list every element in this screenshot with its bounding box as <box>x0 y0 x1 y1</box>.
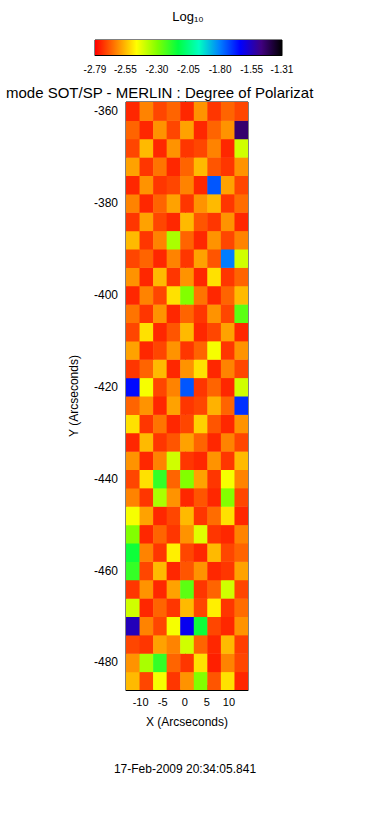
svg-text:-1.55: -1.55 <box>240 64 263 75</box>
svg-text:-400: -400 <box>94 288 118 302</box>
svg-text:-440: -440 <box>94 472 118 486</box>
svg-text:10: 10 <box>223 696 235 708</box>
svg-text:mode SOT/SP - MERLIN : Degree: mode SOT/SP - MERLIN : Degree of Polariz… <box>6 84 314 101</box>
svg-text:-380: -380 <box>94 196 118 210</box>
svg-text:-2.79: -2.79 <box>84 64 107 75</box>
svg-text:-2.30: -2.30 <box>146 64 169 75</box>
svg-text:-480: -480 <box>94 655 118 669</box>
svg-text:-460: -460 <box>94 564 118 578</box>
svg-text:5: 5 <box>204 696 210 708</box>
svg-text:-2.55: -2.55 <box>114 64 137 75</box>
svg-text:Log₁₀: Log₁₀ <box>172 9 203 24</box>
svg-text:-420: -420 <box>94 380 118 394</box>
svg-text:-1.80: -1.80 <box>209 64 232 75</box>
svg-text:17-Feb-2009 20:34:05.841: 17-Feb-2009 20:34:05.841 <box>114 762 256 776</box>
svg-text:-360: -360 <box>94 104 118 118</box>
svg-text:-1.31: -1.31 <box>271 64 294 75</box>
svg-text:0: 0 <box>182 696 188 708</box>
svg-text:X (Arcseconds): X (Arcseconds) <box>146 715 228 729</box>
svg-text:-2.05: -2.05 <box>177 64 200 75</box>
svg-text:-10: -10 <box>133 696 149 708</box>
svg-text:Y (Arcseconds): Y (Arcseconds) <box>67 355 81 437</box>
svg-text:-5: -5 <box>158 696 168 708</box>
